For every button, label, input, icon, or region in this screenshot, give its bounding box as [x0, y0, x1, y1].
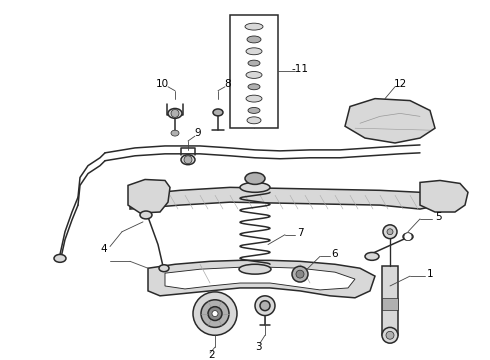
- Text: 12: 12: [393, 79, 407, 89]
- Ellipse shape: [239, 264, 271, 274]
- Text: 6: 6: [332, 249, 338, 260]
- Polygon shape: [165, 267, 355, 290]
- Ellipse shape: [246, 95, 262, 102]
- Polygon shape: [420, 180, 468, 212]
- Circle shape: [184, 156, 192, 164]
- Ellipse shape: [159, 265, 169, 272]
- Ellipse shape: [248, 108, 260, 113]
- Bar: [382, 298, 398, 310]
- Circle shape: [387, 229, 393, 235]
- Circle shape: [201, 300, 229, 327]
- Circle shape: [386, 331, 394, 339]
- Polygon shape: [345, 99, 435, 143]
- Ellipse shape: [247, 117, 261, 124]
- Ellipse shape: [181, 155, 195, 165]
- Ellipse shape: [213, 109, 223, 116]
- Circle shape: [193, 292, 237, 335]
- Ellipse shape: [140, 211, 152, 219]
- Text: 10: 10: [155, 79, 169, 89]
- Ellipse shape: [403, 233, 413, 240]
- Circle shape: [171, 109, 179, 117]
- Circle shape: [292, 266, 308, 282]
- Circle shape: [208, 307, 222, 320]
- Circle shape: [383, 225, 397, 239]
- Ellipse shape: [54, 255, 66, 262]
- Circle shape: [212, 311, 218, 316]
- Bar: [230, 15, 278, 128]
- Ellipse shape: [245, 23, 263, 30]
- Ellipse shape: [248, 60, 260, 66]
- Circle shape: [260, 301, 270, 311]
- Ellipse shape: [248, 84, 260, 90]
- Ellipse shape: [246, 72, 262, 78]
- Ellipse shape: [171, 130, 179, 136]
- Text: -11: -11: [292, 64, 309, 74]
- Circle shape: [255, 296, 275, 316]
- Text: 4: 4: [100, 244, 107, 255]
- Text: 3: 3: [255, 342, 261, 352]
- Ellipse shape: [365, 252, 379, 260]
- Text: 1: 1: [427, 269, 433, 279]
- Text: 7: 7: [296, 228, 303, 238]
- Circle shape: [404, 233, 412, 240]
- Text: 8: 8: [225, 79, 231, 89]
- Text: 9: 9: [195, 128, 201, 138]
- Ellipse shape: [168, 108, 182, 118]
- Circle shape: [296, 270, 304, 278]
- Text: 2: 2: [209, 350, 215, 360]
- Ellipse shape: [245, 172, 265, 184]
- Polygon shape: [148, 260, 375, 298]
- Ellipse shape: [246, 48, 262, 55]
- Bar: [382, 266, 398, 335]
- Ellipse shape: [247, 36, 261, 43]
- Circle shape: [382, 327, 398, 343]
- Polygon shape: [130, 187, 430, 209]
- Polygon shape: [128, 180, 170, 213]
- Text: 5: 5: [435, 212, 441, 222]
- Ellipse shape: [240, 183, 270, 192]
